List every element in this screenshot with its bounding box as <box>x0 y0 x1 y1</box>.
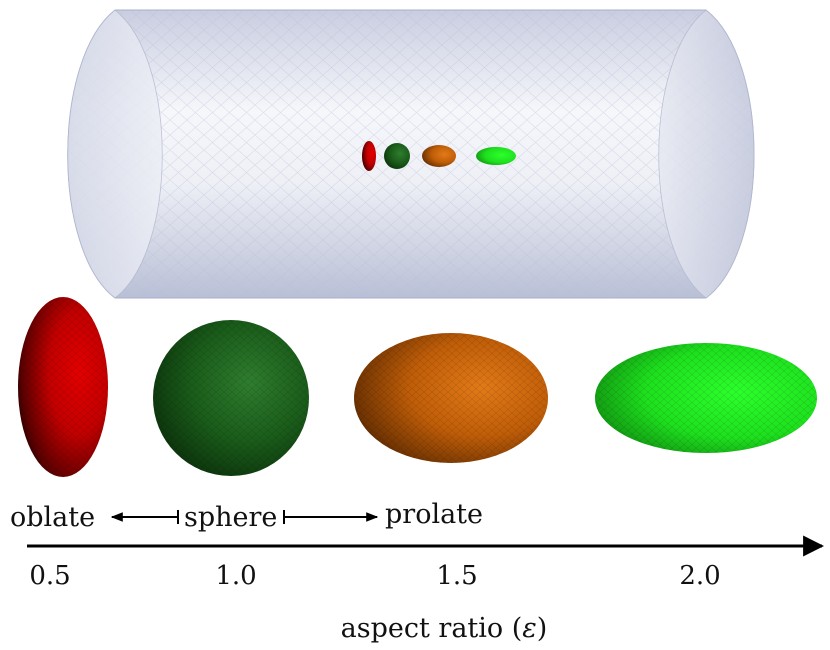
small-prolate-green-particle <box>476 147 516 165</box>
sphere-particle <box>153 320 309 476</box>
prolate-ellipsoid-green <box>595 343 817 453</box>
tick-label-2.0: 2.0 <box>679 561 720 591</box>
axis-title: aspect ratio (ε) <box>341 613 548 644</box>
axis-title-symbol: ε <box>522 613 537 644</box>
tick-label-0.5: 0.5 <box>29 561 70 591</box>
cylinder-left-cap <box>67 9 163 299</box>
cylinder-right-cap <box>658 9 755 299</box>
aspect-ratio-axis: 0.5 1.0 1.5 2.0 aspect ratio (ε) <box>27 535 825 644</box>
cylinder-channel <box>67 9 755 299</box>
prolate-label: prolate <box>385 499 483 530</box>
prolate-ellipsoid-orange <box>354 333 548 463</box>
particle-row <box>18 297 817 477</box>
oblate-ellipsoid <box>18 297 108 477</box>
small-prolate-orange-particle <box>422 145 456 167</box>
small-sphere-particle <box>384 143 410 169</box>
axis-title-prefix: aspect ratio ( <box>341 613 523 644</box>
sphere-label: sphere <box>184 502 277 533</box>
oblate-label: oblate <box>10 502 95 533</box>
tick-label-1.5: 1.5 <box>436 561 477 591</box>
axis-title-suffix: ) <box>537 613 548 644</box>
tick-label-1.0: 1.0 <box>215 561 256 591</box>
small-oblate-particle <box>362 141 376 171</box>
shape-category-legend: oblate sphere prolate <box>10 499 483 533</box>
cylinder-facets <box>67 10 754 298</box>
